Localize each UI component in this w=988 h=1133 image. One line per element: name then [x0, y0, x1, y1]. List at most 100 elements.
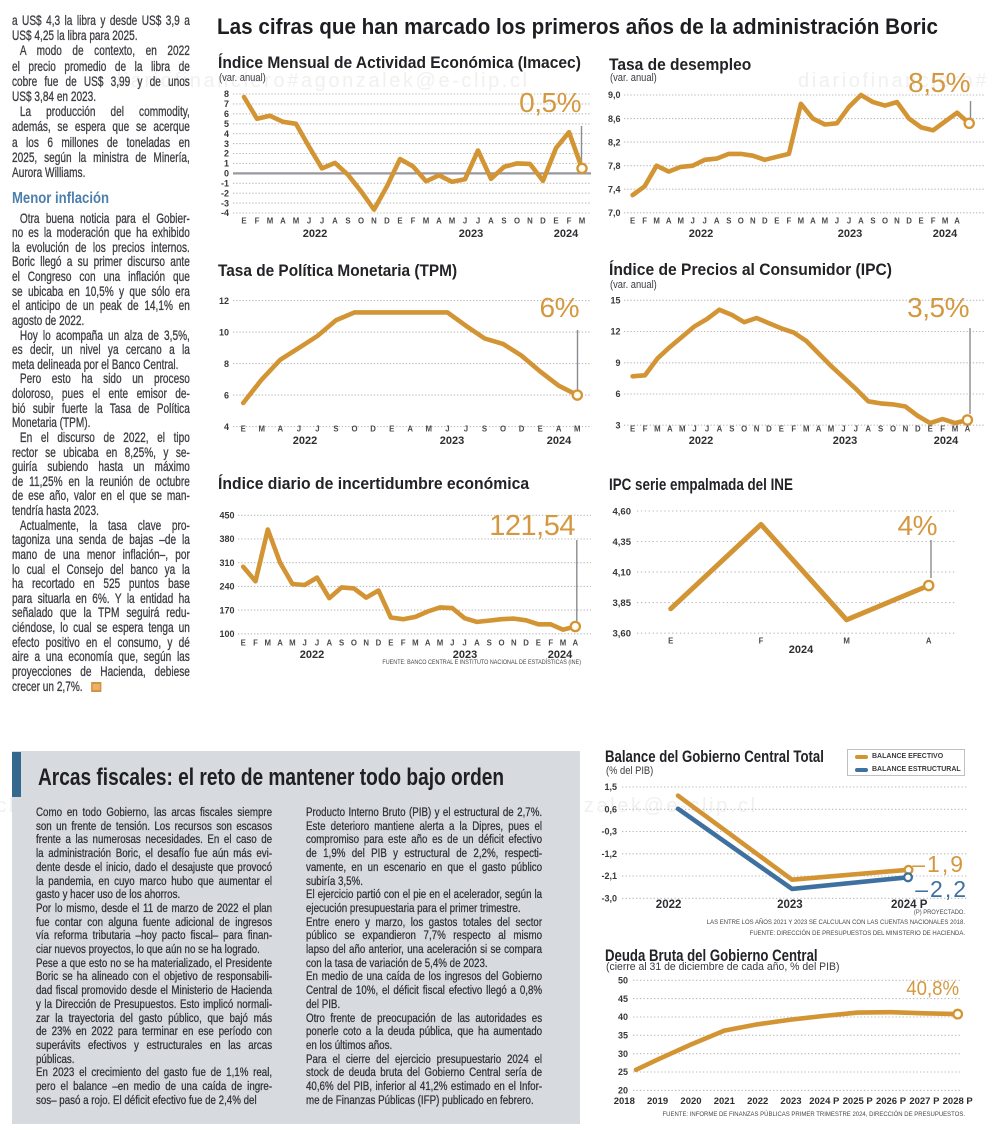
svg-text:-4: -4 [221, 208, 229, 218]
svg-text:12: 12 [219, 296, 229, 306]
svg-text:2024 P: 2024 P [891, 899, 928, 911]
svg-text:A: A [425, 639, 431, 648]
svg-text:A: A [667, 425, 673, 434]
svg-text:F: F [548, 639, 553, 648]
svg-text:6: 6 [224, 390, 229, 400]
svg-text:2022: 2022 [303, 228, 327, 240]
svg-text:2022: 2022 [300, 649, 324, 661]
svg-text:E: E [928, 425, 933, 434]
svg-text:J: J [854, 425, 858, 434]
svg-text:S: S [482, 425, 487, 434]
svg-text:-2: -2 [221, 188, 229, 198]
svg-text:A: A [436, 217, 442, 226]
svg-text:D: D [519, 425, 525, 434]
svg-text:1,5: 1,5 [604, 782, 617, 792]
svg-text:D: D [376, 639, 382, 648]
svg-text:F: F [411, 217, 416, 226]
svg-text:M: M [677, 217, 684, 226]
svg-text:O: O [738, 217, 744, 226]
svg-text:-2,1: -2,1 [601, 871, 617, 881]
svg-text:M: M [942, 217, 949, 226]
svg-text:M: M [803, 425, 810, 434]
svg-text:2022: 2022 [656, 899, 682, 911]
svg-text:D: D [523, 639, 529, 648]
svg-text:M: M [654, 425, 661, 434]
svg-text:O: O [498, 639, 504, 648]
svg-text:J: J [450, 639, 454, 648]
svg-text:2023: 2023 [833, 435, 857, 447]
svg-text:12: 12 [610, 327, 620, 337]
svg-text:F: F [642, 217, 647, 226]
svg-text:A: A [280, 217, 286, 226]
svg-text:2022: 2022 [293, 435, 317, 447]
svg-text:-3: -3 [221, 198, 229, 208]
svg-text:S: S [339, 639, 344, 648]
svg-text:2026 P: 2026 P [876, 1096, 907, 1107]
svg-text:8: 8 [224, 89, 229, 99]
svg-text:A: A [714, 217, 720, 226]
svg-text:2: 2 [224, 149, 229, 159]
svg-text:2021: 2021 [714, 1096, 736, 1107]
svg-text:2024: 2024 [548, 649, 573, 661]
svg-text:S: S [870, 217, 875, 226]
svg-text:8,2: 8,2 [608, 137, 621, 147]
svg-text:N: N [371, 217, 377, 226]
svg-text:1: 1 [224, 159, 229, 169]
svg-text:M: M [449, 217, 456, 226]
svg-text:J: J [463, 217, 467, 226]
svg-text:O: O [741, 425, 747, 434]
svg-text:7,4: 7,4 [608, 184, 621, 194]
svg-text:J: J [307, 217, 311, 226]
svg-text:2022: 2022 [689, 228, 713, 240]
svg-text:A: A [332, 217, 338, 226]
svg-text:M: M [828, 425, 835, 434]
svg-text:O: O [358, 217, 364, 226]
svg-text:E: E [918, 217, 923, 226]
svg-text:S: S [487, 639, 492, 648]
svg-text:-0,3: -0,3 [601, 827, 617, 837]
svg-text:M: M [426, 425, 433, 434]
svg-text:4: 4 [224, 129, 229, 139]
svg-text:6: 6 [615, 389, 620, 399]
svg-text:5: 5 [224, 119, 229, 129]
svg-text:2024 P: 2024 P [809, 1096, 840, 1107]
svg-text:A: A [277, 639, 283, 648]
svg-text:2024: 2024 [933, 228, 958, 240]
svg-text:J: J [445, 425, 449, 434]
svg-text:J: J [464, 425, 468, 434]
svg-text:F: F [787, 217, 792, 226]
svg-text:3,85: 3,85 [613, 598, 632, 609]
svg-text:J: J [320, 217, 324, 226]
svg-text:2023: 2023 [453, 649, 477, 661]
svg-text:8,6: 8,6 [608, 114, 621, 124]
svg-text:100: 100 [219, 629, 234, 639]
svg-text:30: 30 [618, 1049, 628, 1059]
svg-text:O: O [351, 639, 357, 648]
svg-text:F: F [567, 217, 572, 226]
svg-text:45: 45 [618, 994, 628, 1004]
svg-text:J: J [847, 217, 851, 226]
svg-text:4,35: 4,35 [613, 537, 632, 548]
svg-text:J: J [315, 639, 319, 648]
svg-text:M: M [412, 639, 419, 648]
svg-text:M: M [952, 425, 959, 434]
svg-text:D: D [540, 217, 546, 226]
svg-text:M: M [579, 217, 586, 226]
svg-text:2022: 2022 [689, 435, 713, 447]
svg-text:F: F [791, 425, 796, 434]
svg-text:240: 240 [219, 582, 234, 592]
svg-text:A: A [810, 217, 816, 226]
svg-text:F: F [643, 425, 648, 434]
svg-text:E: E [630, 425, 635, 434]
svg-text:2023: 2023 [838, 228, 862, 240]
svg-text:E: E [241, 639, 246, 648]
svg-text:3: 3 [615, 420, 620, 430]
svg-text:E: E [774, 217, 779, 226]
svg-text:9,0: 9,0 [608, 90, 621, 100]
svg-text:J: J [315, 425, 319, 434]
svg-text:2024: 2024 [547, 435, 572, 447]
svg-text:M: M [653, 217, 660, 226]
svg-text:-3,0: -3,0 [601, 894, 617, 904]
svg-text:15: 15 [610, 296, 620, 306]
svg-text:M: M [798, 217, 805, 226]
